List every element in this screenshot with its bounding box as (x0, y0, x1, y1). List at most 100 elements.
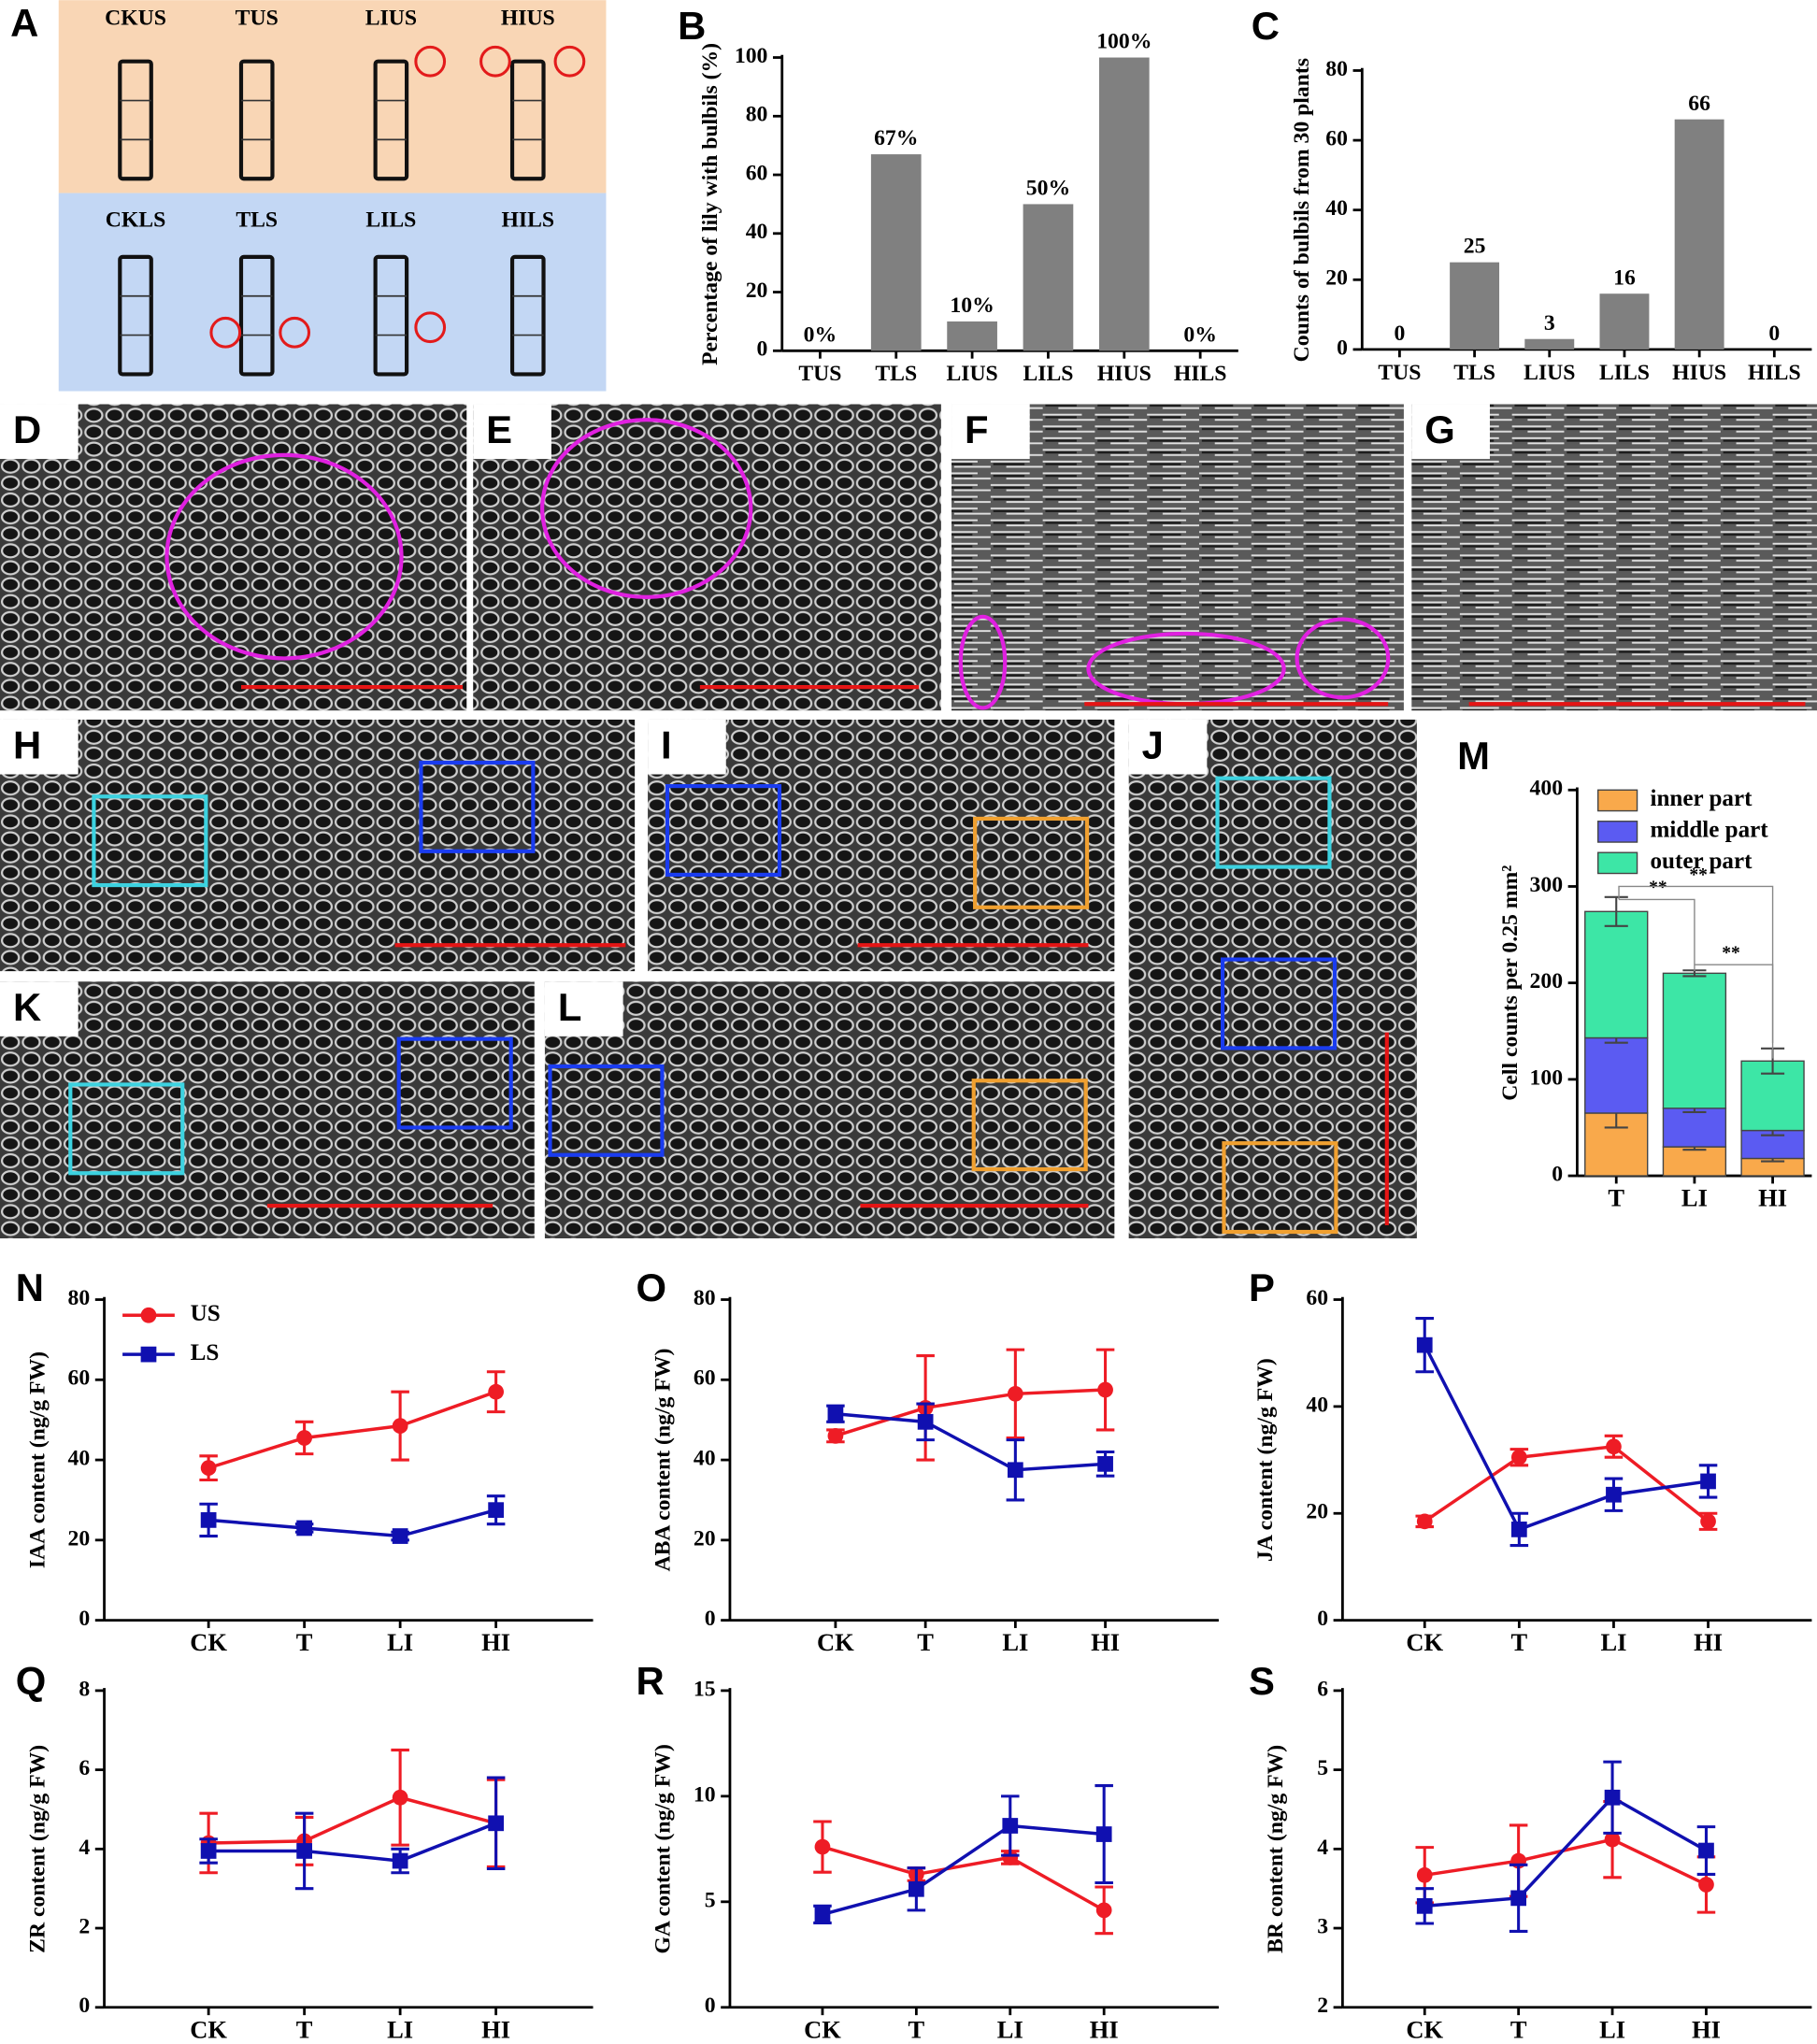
panel-letter: M (1457, 734, 1490, 778)
legend-swatch (1597, 821, 1638, 843)
schematic-label: CKLS (106, 208, 166, 233)
bar-segment (1584, 1036, 1649, 1114)
y-axis-label: Cell counts per 0.25 mm² (1498, 865, 1523, 1101)
legend-swatch (1597, 789, 1638, 812)
bulbil-marker (414, 45, 447, 78)
stem-segment (373, 254, 409, 377)
region-box (1222, 1141, 1338, 1235)
significance-label: ** (1689, 865, 1708, 885)
y-axis-label: ABA content (ng/g FW) (651, 1349, 676, 1572)
stem-segment (238, 59, 275, 181)
y-axis-label: JA content (ng/g FW) (1253, 1358, 1278, 1562)
marker (814, 1907, 831, 1923)
series-line (1423, 1344, 1709, 1532)
x-tick-label: CK (1406, 1628, 1443, 1656)
x-tick-label: HI (1758, 1184, 1787, 1212)
y-tick-label: 2 (1317, 1994, 1328, 2018)
marker (1604, 1789, 1621, 1806)
x-tick-label: LI (387, 1628, 413, 1656)
x-tick-label: LI (997, 2015, 1023, 2043)
y-tick-label: 4 (79, 1836, 90, 1860)
value-label: 16 (1613, 265, 1636, 290)
significance-label: ** (1649, 879, 1667, 898)
y-tick-label: 4 (1317, 1836, 1328, 1860)
marker (1416, 1513, 1433, 1530)
value-label: 3 (1544, 311, 1555, 336)
highlight-ellipse (958, 614, 1008, 710)
series-line (1424, 1444, 1710, 1523)
value-label: 10% (950, 293, 994, 318)
bulbil-marker (553, 45, 586, 78)
letter-bg (648, 719, 726, 775)
region-box (665, 783, 782, 878)
y-tick-label: 80 (746, 103, 768, 127)
y-axis-label: Percentage of lily with bulbils (%) (698, 43, 723, 365)
schematic-label: CKUS (105, 7, 166, 31)
significance-bracket (1694, 964, 1774, 1043)
y-tick-label: 0 (79, 1607, 90, 1631)
y-tick-label: 60 (694, 1366, 716, 1391)
schematic-label: LILS (365, 208, 416, 233)
value-label: 67% (874, 126, 918, 150)
letter-bg (473, 404, 551, 460)
value-label: 25 (1464, 235, 1486, 259)
panel-letter: I (661, 723, 672, 767)
highlight-ellipse (1295, 617, 1391, 700)
y-tick-label: 400 (1530, 777, 1564, 801)
marker (1604, 1831, 1621, 1848)
x-tick-label: T (296, 1628, 313, 1656)
letter-bg (544, 981, 623, 1036)
x-tick-label: LIUS (1524, 361, 1575, 385)
x-tick-label: HILS (1748, 361, 1801, 385)
x-tick-label: HI (481, 1628, 510, 1656)
highlight-ellipse (540, 418, 753, 599)
marker (1416, 1336, 1433, 1353)
x-tick-label: LI (387, 2015, 413, 2043)
y-tick-label: 8 (79, 1677, 90, 1701)
y-axis-label: BR content (ng/g FW) (1264, 1745, 1288, 1953)
x-tick-label: LIUS (946, 362, 997, 386)
marker (296, 1843, 312, 1859)
y-tick-label: 200 (1530, 969, 1564, 993)
x-tick-label: HIUS (1097, 362, 1152, 386)
y-tick-label: 0 (79, 1994, 90, 2018)
bulbil-marker (209, 316, 242, 349)
y-tick-label: 2 (79, 1914, 90, 1938)
x-tick-label: TLS (1453, 361, 1495, 385)
bar (870, 154, 922, 351)
schematic-label: TLS (236, 208, 278, 233)
x-tick-label: CK (190, 1628, 227, 1656)
marker (1095, 1902, 1112, 1919)
y-axis-label: Counts of bulbils from 30 plants (1290, 58, 1314, 362)
x-tick-label: TLS (875, 362, 917, 386)
letter-bg (0, 404, 79, 460)
marker (392, 1852, 408, 1869)
marker (200, 1460, 217, 1477)
region-box (419, 760, 536, 853)
y-tick-label: 100 (1530, 1065, 1564, 1090)
x-tick-label: LI (1681, 1184, 1708, 1212)
x-tick-label: TUS (1378, 361, 1421, 385)
panel-letter: H (13, 723, 41, 767)
y-tick-label: 80 (68, 1286, 91, 1310)
x-tick-label: CK (1406, 2015, 1443, 2043)
value-label: 0 (1394, 322, 1405, 346)
x-tick-label: CK (817, 1628, 854, 1656)
series-line (207, 1508, 497, 1538)
panel-letter: B (678, 4, 706, 48)
legend-label: inner part (1650, 786, 1753, 811)
y-tick-label: 60 (68, 1366, 91, 1391)
significance-label: ** (1722, 943, 1740, 963)
bar (947, 321, 997, 351)
bar (1450, 262, 1500, 350)
marker (1095, 1826, 1112, 1842)
y-axis-label: ZR content (ng/g FW) (25, 1745, 50, 1953)
marker (1698, 1877, 1714, 1893)
y-tick-label: 20 (1325, 266, 1348, 291)
letter-bg (0, 981, 79, 1036)
marker (827, 1427, 844, 1444)
region-box (1215, 776, 1332, 869)
stem-segment (118, 59, 153, 181)
panel-letter: N (16, 1265, 44, 1309)
